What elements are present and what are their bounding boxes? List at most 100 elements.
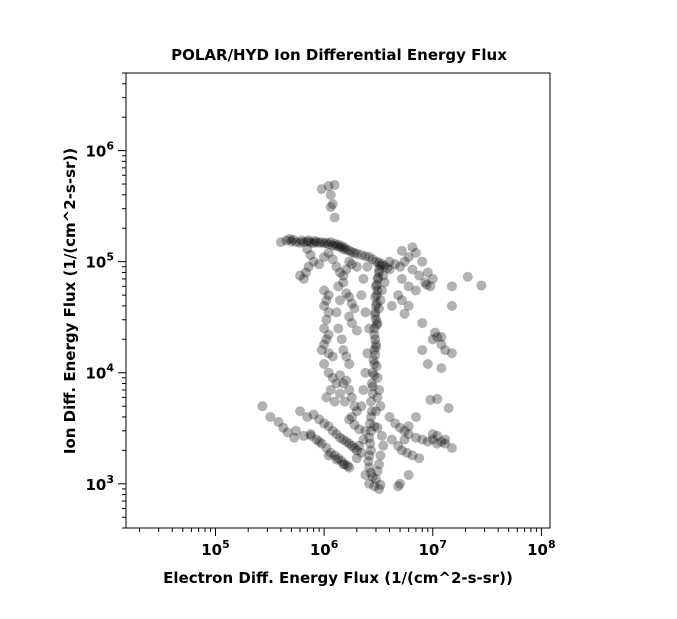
data-point [362, 261, 373, 272]
data-point [288, 234, 299, 245]
data-point [421, 279, 432, 290]
data-point [319, 339, 330, 350]
y-tick-label: 106 [85, 140, 114, 161]
x-tick-label: 107 [419, 538, 448, 559]
data-point [351, 445, 362, 456]
data-point [325, 202, 336, 213]
data-point [367, 254, 378, 265]
data-point [323, 307, 334, 318]
data-point [331, 261, 342, 272]
data-point [321, 237, 332, 248]
data-point [351, 261, 362, 272]
data-point [432, 438, 443, 449]
data-point [351, 406, 362, 417]
data-point [364, 478, 375, 489]
data-point [319, 285, 330, 296]
x-tick-label: 106 [310, 538, 339, 559]
data-point [336, 241, 347, 252]
data-point [422, 358, 433, 369]
data-point [349, 419, 360, 430]
data-point [360, 251, 371, 262]
data-point [341, 264, 352, 275]
data-point [341, 436, 352, 447]
data-point [403, 252, 414, 263]
data-point [462, 271, 473, 282]
data-point [410, 285, 421, 296]
data-point [365, 418, 376, 429]
data-point [346, 411, 357, 422]
data-point [393, 481, 404, 492]
data-point [323, 290, 334, 301]
data-point [289, 432, 300, 443]
data-point [333, 239, 344, 250]
data-point [284, 234, 295, 245]
data-point [374, 459, 385, 470]
data-point [344, 256, 355, 267]
data-point [327, 351, 338, 362]
data-point [341, 375, 352, 386]
data-point [417, 434, 428, 445]
data-point [323, 367, 334, 378]
data-point [382, 262, 393, 273]
data-point [367, 472, 378, 483]
data-point [290, 237, 301, 248]
data-point [410, 432, 421, 443]
data-point [372, 392, 383, 403]
data-point [403, 281, 414, 292]
data-point [302, 244, 313, 255]
data-point [396, 445, 407, 456]
data-point [346, 247, 357, 258]
data-point [281, 235, 292, 246]
data-point [365, 396, 376, 407]
data-point [370, 406, 381, 417]
data-point [370, 339, 381, 350]
data-point [346, 318, 357, 329]
data-point [367, 381, 378, 392]
data-point [316, 345, 327, 356]
data-point [296, 235, 307, 246]
data-point [372, 318, 383, 329]
data-point [346, 440, 357, 451]
data-point [432, 430, 443, 441]
data-point [399, 425, 410, 436]
data-point [374, 483, 385, 494]
data-point [414, 453, 425, 464]
data-point [364, 462, 375, 473]
y-tick-label: 104 [85, 362, 114, 383]
data-point [370, 292, 381, 303]
data-point [375, 295, 386, 306]
data-point [356, 290, 367, 301]
data-point [425, 394, 436, 405]
data-point [360, 307, 371, 318]
data-point [323, 329, 334, 340]
data-point [427, 273, 438, 284]
data-point [369, 421, 380, 432]
data-point [384, 411, 395, 422]
data-point [275, 237, 286, 248]
data-point [327, 199, 338, 210]
data-point [410, 411, 421, 422]
data-point [295, 237, 306, 248]
data-point [339, 242, 350, 253]
data-point [344, 292, 355, 303]
data-point [372, 273, 383, 284]
data-point [370, 256, 381, 267]
data-point [372, 372, 383, 383]
data-point [370, 307, 381, 318]
data-point [374, 384, 385, 395]
data-point [369, 329, 380, 340]
data-point [420, 277, 431, 288]
data-point [370, 334, 381, 345]
x-axis-label: Electron Diff. Energy Flux (1/(cm^2-s-sr… [163, 569, 513, 587]
data-point [425, 281, 436, 292]
data-point [309, 235, 320, 246]
data-point [346, 259, 357, 270]
data-point [360, 425, 371, 436]
data-point [323, 421, 334, 432]
data-point [308, 256, 319, 267]
data-point [417, 256, 428, 267]
data-point [376, 259, 387, 270]
data-point [403, 429, 414, 440]
data-point [316, 184, 327, 195]
data-point [338, 277, 349, 288]
